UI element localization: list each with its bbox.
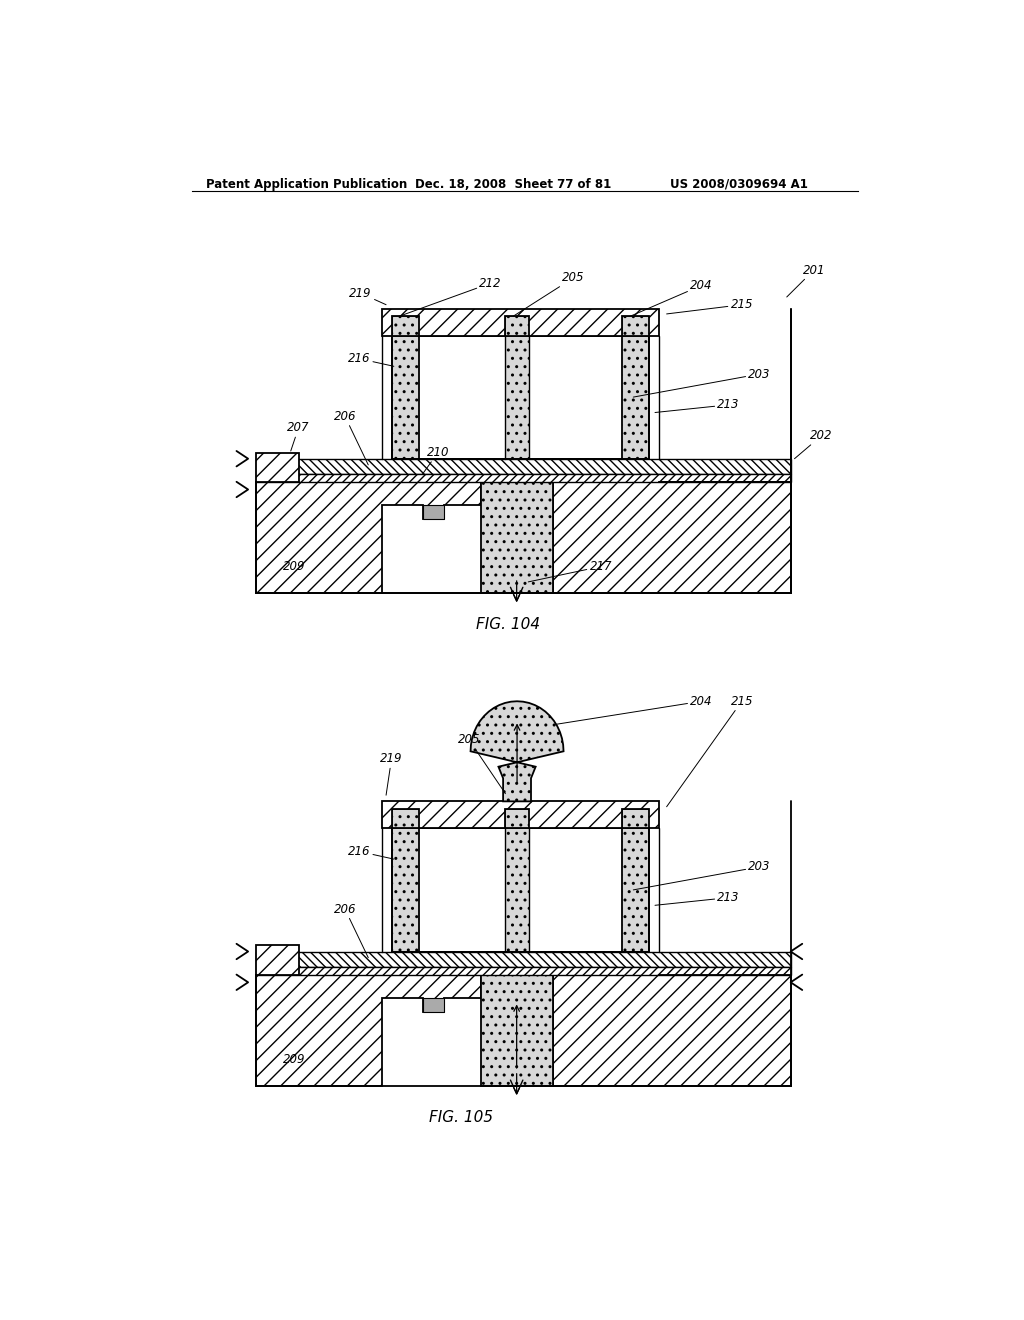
Text: 209: 209 bbox=[284, 560, 306, 573]
Polygon shape bbox=[471, 701, 563, 801]
Bar bbox=[623, 809, 649, 829]
Text: 203: 203 bbox=[633, 861, 771, 890]
Bar bbox=[256, 966, 791, 974]
Text: 207: 207 bbox=[288, 421, 309, 451]
Bar bbox=[256, 453, 299, 482]
Bar bbox=[391, 809, 419, 829]
Bar bbox=[391, 317, 419, 335]
Bar bbox=[391, 335, 649, 459]
Text: 206: 206 bbox=[334, 409, 369, 465]
Bar bbox=[623, 317, 649, 335]
Polygon shape bbox=[382, 801, 658, 829]
Text: US 2008/0309694 A1: US 2008/0309694 A1 bbox=[671, 178, 808, 190]
Text: 204: 204 bbox=[630, 279, 713, 317]
Bar bbox=[423, 504, 444, 519]
Bar bbox=[256, 952, 791, 966]
Text: 215: 215 bbox=[667, 298, 753, 314]
Polygon shape bbox=[382, 309, 658, 335]
Text: 212: 212 bbox=[399, 277, 502, 317]
Bar bbox=[256, 945, 299, 974]
Text: 219: 219 bbox=[380, 752, 402, 795]
Bar bbox=[423, 998, 444, 1011]
Text: 204: 204 bbox=[556, 694, 713, 725]
Polygon shape bbox=[553, 974, 791, 1086]
Bar bbox=[506, 809, 528, 829]
Text: 219: 219 bbox=[349, 286, 386, 305]
Text: 213: 213 bbox=[655, 891, 740, 906]
Text: 210: 210 bbox=[423, 446, 450, 474]
Text: Patent Application Publication: Patent Application Publication bbox=[206, 178, 407, 190]
Bar bbox=[529, 337, 622, 458]
Bar bbox=[529, 829, 622, 950]
Text: 215: 215 bbox=[667, 694, 753, 807]
Text: 213: 213 bbox=[655, 399, 740, 412]
Text: 201: 201 bbox=[786, 264, 825, 297]
Text: 209: 209 bbox=[284, 1053, 306, 1065]
Text: FIG. 105: FIG. 105 bbox=[429, 1110, 494, 1125]
Text: 202: 202 bbox=[795, 429, 833, 459]
Text: 217: 217 bbox=[528, 560, 612, 582]
Text: FIG. 104: FIG. 104 bbox=[476, 616, 540, 632]
Polygon shape bbox=[480, 482, 553, 594]
Polygon shape bbox=[480, 974, 553, 1086]
Polygon shape bbox=[256, 974, 480, 1086]
Bar bbox=[391, 829, 649, 952]
Text: 205: 205 bbox=[458, 733, 506, 793]
Text: 216: 216 bbox=[348, 845, 394, 859]
Text: 206: 206 bbox=[334, 903, 369, 958]
Bar bbox=[256, 474, 791, 482]
Polygon shape bbox=[256, 482, 480, 594]
Bar bbox=[256, 459, 791, 474]
Text: Dec. 18, 2008  Sheet 77 of 81: Dec. 18, 2008 Sheet 77 of 81 bbox=[415, 178, 611, 190]
Text: 203: 203 bbox=[633, 367, 771, 397]
Bar bbox=[420, 829, 505, 950]
Bar bbox=[506, 317, 528, 335]
Bar bbox=[420, 337, 505, 458]
Text: 205: 205 bbox=[513, 271, 585, 317]
Polygon shape bbox=[553, 482, 791, 594]
Text: 216: 216 bbox=[348, 352, 394, 367]
